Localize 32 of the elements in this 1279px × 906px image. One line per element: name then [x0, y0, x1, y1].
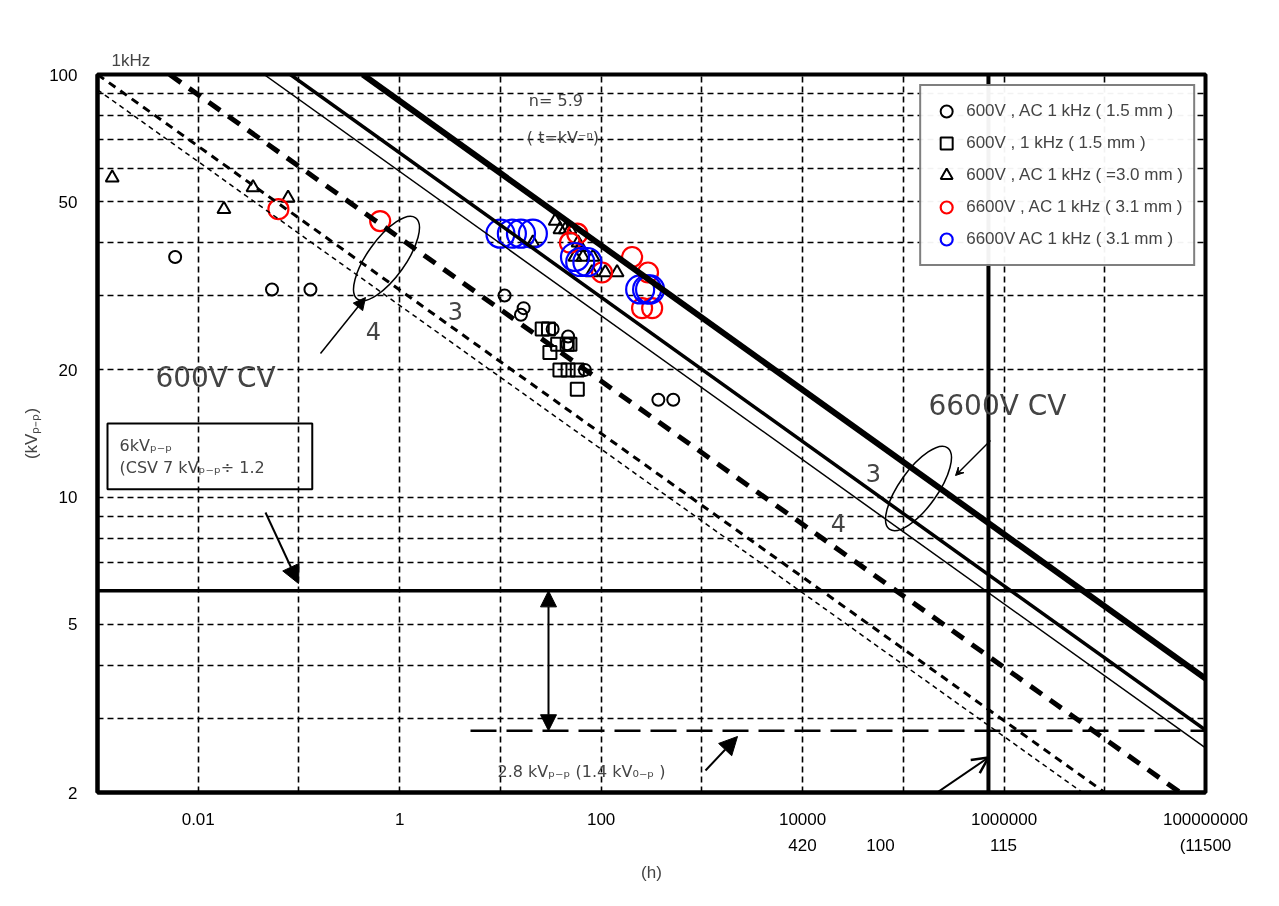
y-tick-label: 50 [58, 192, 78, 212]
x-tick-label: 0.01 [181, 809, 215, 829]
legend-label: 600V , 1 kHz ( 1.5 mm ) [966, 133, 1146, 153]
y-tick-label: 20 [58, 360, 78, 380]
x-axis-title: (h) [641, 862, 662, 882]
text: 420 [788, 835, 817, 855]
x-tick-label: 10000 [778, 809, 827, 829]
annotation: 100 [866, 835, 895, 855]
text: 1kHz [111, 50, 151, 70]
y-tick-label: 10 [58, 488, 78, 508]
annotation: n= 5.9 [528, 91, 583, 110]
legend-label: 6600V , AC 1 kHz ( 3.1 mm ) [966, 197, 1183, 217]
x-tick-label: 100 [586, 809, 616, 829]
annotation: 600V CV [155, 361, 276, 394]
text: (11500 [1179, 835, 1232, 855]
legend-label: 600V , AC 1 kHz ( 1.5 mm ) [966, 101, 1174, 121]
x-tick-label: 100000000 [1162, 809, 1249, 829]
y-axis-title: (kVₚ₋ₚ) [22, 407, 43, 460]
x-tick-label: 1 [394, 809, 405, 829]
y-tick-label: 2 [68, 783, 78, 803]
ref-line-label: 2.8 kVₚ₋ₚ (1.4 kV₀₋ₚ ) [497, 762, 666, 781]
legend-label: 600V , AC 1 kHz ( =3.0 mm ) [966, 165, 1183, 185]
y-tick-label: 100 [49, 65, 78, 85]
annotation: 6kVₚ₋ₚ (CSV 7 kVₚ₋ₚ÷ 1.2 [119, 435, 265, 478]
annotation: 4 [830, 509, 847, 538]
annotation: 3 [865, 459, 882, 488]
x-tick-label: 1000000 [970, 809, 1038, 829]
annotation: 4 [365, 317, 382, 346]
text: 115 [989, 835, 1018, 855]
y-tick-label: 5 [68, 615, 78, 635]
legend-label: 6600V AC 1 kHz ( 3.1 mm ) [966, 229, 1174, 249]
annotation: 3 [447, 297, 464, 326]
